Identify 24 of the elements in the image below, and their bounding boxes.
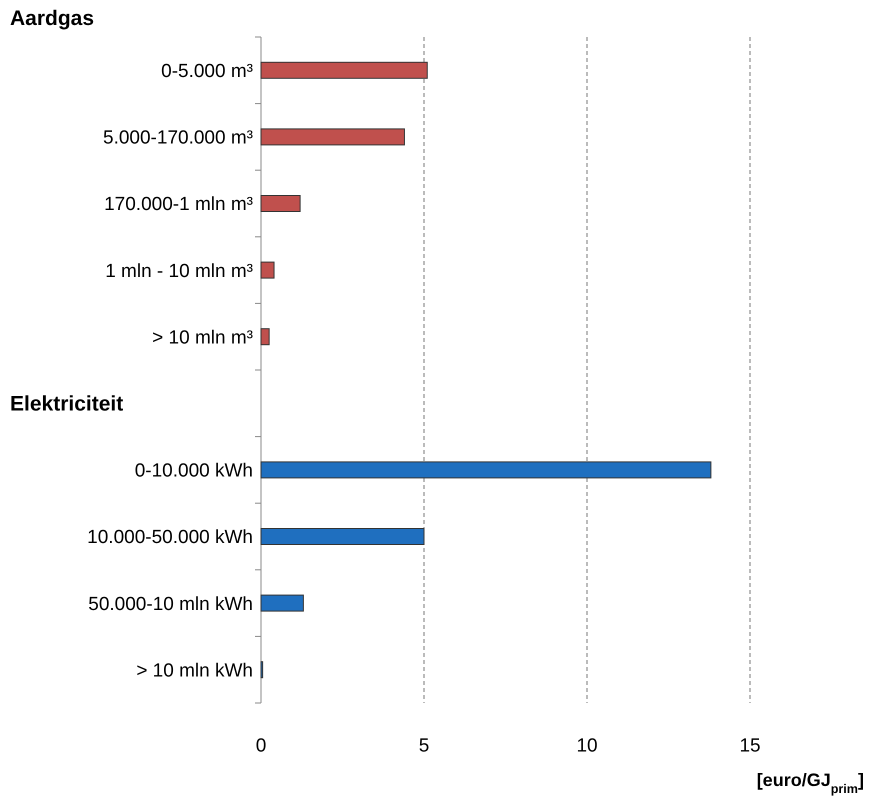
x-tick-label: 15: [739, 735, 761, 756]
x-tick-label: 10: [576, 735, 598, 756]
bar: [260, 328, 270, 346]
bar: [260, 262, 275, 279]
bar: [260, 528, 424, 545]
y-tick-label: > 10 mln kWh: [136, 660, 253, 682]
y-tick-label: 170.000-1 mln m³: [104, 194, 253, 216]
y-tick-label: > 10 mln m³: [152, 327, 253, 348]
y-tick-label: 0-5.000 m³: [161, 60, 253, 82]
bar: [260, 461, 712, 478]
y-tick-label: 1 mln - 10 mln m³: [105, 260, 253, 282]
text: Aardgas: [10, 7, 94, 30]
bar: [260, 195, 301, 212]
y-tick-label: 5.000-170.000 m³: [103, 128, 253, 149]
y-tick-label: 50.000-10 mln kWh: [88, 594, 253, 615]
bar: [260, 62, 428, 79]
y-tick-label: 0-10.000 kWh: [134, 460, 253, 482]
text: Elektriciteit: [10, 392, 124, 416]
x-axis-title: [euro/GJ$_{prim}$]: [756, 770, 864, 796]
x-tick-label: 5: [418, 735, 430, 756]
y-tick-label: 10.000-50.000 kWh: [87, 527, 253, 548]
bar: [260, 128, 405, 146]
x-tick-label: 0: [256, 735, 266, 756]
bar: [260, 594, 304, 612]
